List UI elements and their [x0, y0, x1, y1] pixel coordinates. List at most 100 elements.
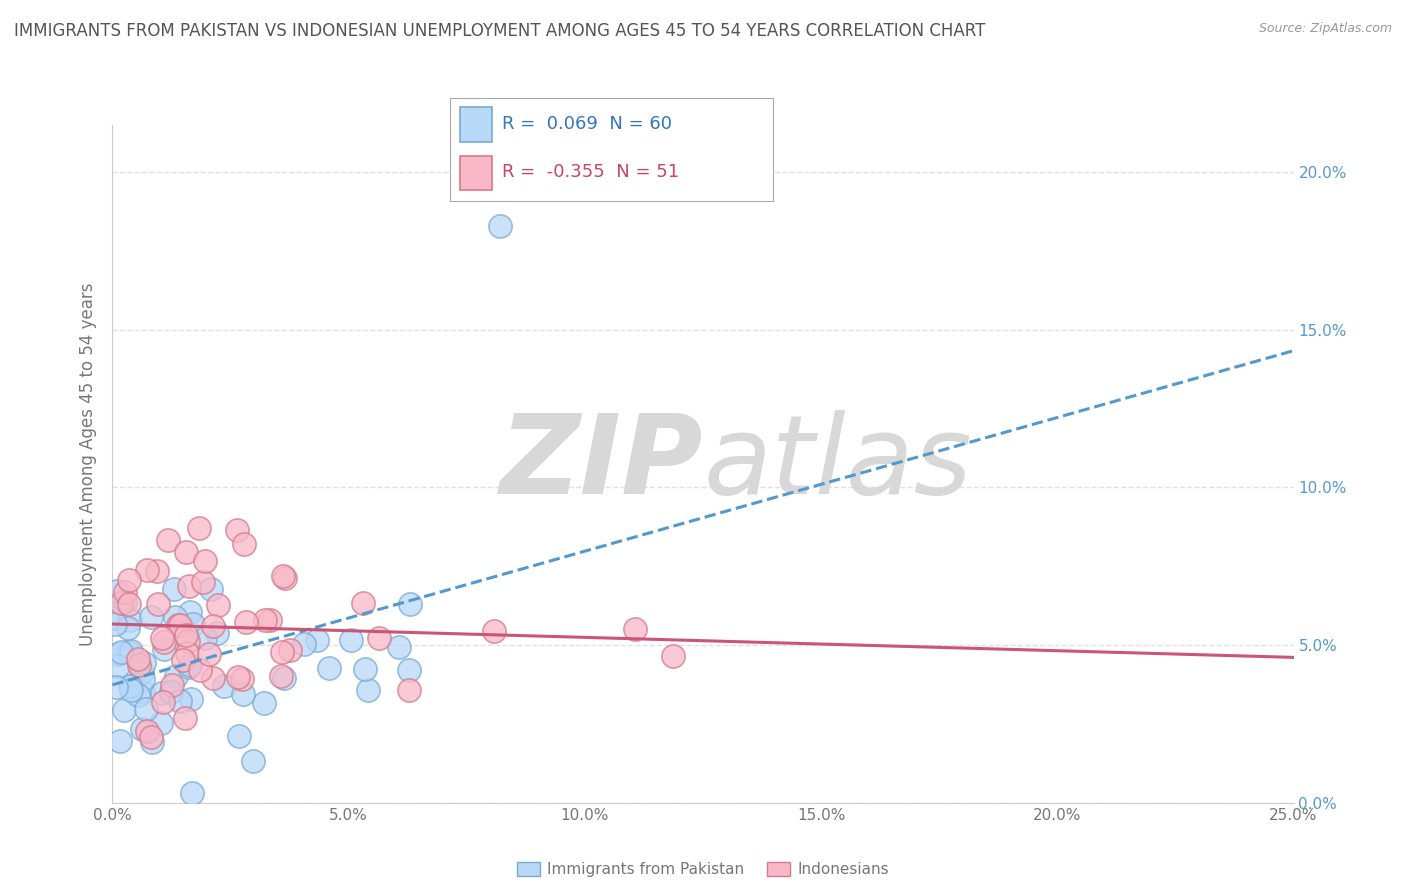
Point: [398, 663, 420, 677]
Point: [148, 597, 170, 611]
Point: [271, 569, 294, 583]
Text: atlas: atlas: [703, 410, 972, 517]
Point: [118, 646, 141, 660]
Point: [253, 696, 276, 710]
Point: [176, 647, 198, 661]
Point: [662, 648, 685, 663]
Point: [180, 692, 202, 706]
Point: [146, 564, 169, 578]
Point: [271, 645, 294, 659]
Y-axis label: Unemployment Among Ages 45 to 54 years: Unemployment Among Ages 45 to 54 years: [79, 282, 97, 646]
Point: [160, 678, 183, 692]
Point: [120, 683, 142, 698]
Point: [233, 537, 256, 551]
Point: [188, 521, 211, 535]
Point: [624, 623, 647, 637]
Point: [105, 584, 128, 599]
Point: [181, 786, 204, 800]
Point: [114, 594, 136, 608]
Point: [163, 582, 186, 596]
Point: [132, 685, 155, 699]
Legend: Immigrants from Pakistan, Indonesians: Immigrants from Pakistan, Indonesians: [510, 856, 896, 883]
Point: [305, 633, 328, 648]
Point: [150, 631, 173, 645]
Point: [174, 711, 197, 725]
Point: [157, 533, 180, 547]
Point: [292, 637, 315, 651]
Point: [188, 663, 211, 677]
Point: [110, 596, 132, 610]
Point: [226, 523, 249, 537]
Point: [115, 645, 138, 659]
Point: [118, 573, 141, 587]
Point: [134, 657, 156, 671]
Point: [135, 563, 157, 577]
Text: Source: ZipAtlas.com: Source: ZipAtlas.com: [1258, 22, 1392, 36]
Bar: [460, 155, 492, 190]
Point: [177, 579, 200, 593]
Point: [169, 694, 191, 708]
Text: R =  0.069  N = 60: R = 0.069 N = 60: [502, 115, 672, 133]
Point: [120, 644, 142, 658]
Point: [274, 571, 297, 585]
Text: IMMIGRANTS FROM PAKISTAN VS INDONESIAN UNEMPLOYMENT AMONG AGES 45 TO 54 YEARS CO: IMMIGRANTS FROM PAKISTAN VS INDONESIAN U…: [14, 22, 986, 40]
Point: [254, 613, 277, 627]
Point: [127, 652, 149, 666]
Text: R =  -0.355  N = 51: R = -0.355 N = 51: [502, 163, 679, 181]
Point: [165, 668, 187, 682]
Point: [169, 618, 191, 632]
Point: [489, 219, 512, 233]
Point: [107, 647, 129, 661]
Point: [226, 670, 249, 684]
Point: [131, 665, 153, 679]
Point: [482, 624, 505, 638]
Point: [273, 672, 295, 686]
Point: [177, 660, 200, 674]
Point: [141, 735, 163, 749]
Point: [110, 734, 132, 748]
Point: [103, 611, 125, 625]
Point: [174, 545, 197, 559]
Point: [357, 682, 380, 697]
Point: [179, 605, 201, 619]
Point: [242, 754, 264, 768]
Point: [105, 681, 128, 695]
Point: [259, 613, 281, 627]
Point: [201, 671, 224, 685]
Point: [128, 658, 150, 673]
Point: [205, 625, 228, 640]
Point: [214, 679, 236, 693]
Point: [399, 597, 422, 611]
Point: [150, 686, 173, 700]
Point: [231, 672, 253, 686]
Point: [167, 618, 190, 632]
Point: [174, 628, 197, 642]
Point: [117, 621, 139, 635]
Point: [398, 682, 420, 697]
Point: [228, 729, 250, 743]
Point: [194, 554, 217, 568]
Point: [118, 679, 141, 693]
Point: [201, 619, 224, 633]
Point: [270, 669, 292, 683]
Point: [163, 610, 186, 624]
Point: [131, 722, 153, 736]
Point: [132, 673, 155, 687]
Point: [159, 685, 181, 699]
Point: [104, 617, 127, 632]
Point: [318, 661, 340, 675]
Point: [388, 640, 411, 654]
Point: [135, 724, 157, 739]
Point: [181, 617, 204, 632]
Point: [278, 643, 301, 657]
Point: [200, 582, 222, 597]
Point: [110, 645, 132, 659]
Point: [194, 632, 217, 646]
Point: [121, 678, 143, 692]
Point: [153, 641, 176, 656]
Point: [112, 703, 135, 717]
Text: ZIP: ZIP: [499, 410, 703, 517]
Bar: [460, 107, 492, 142]
Point: [135, 701, 157, 715]
Point: [107, 658, 129, 673]
